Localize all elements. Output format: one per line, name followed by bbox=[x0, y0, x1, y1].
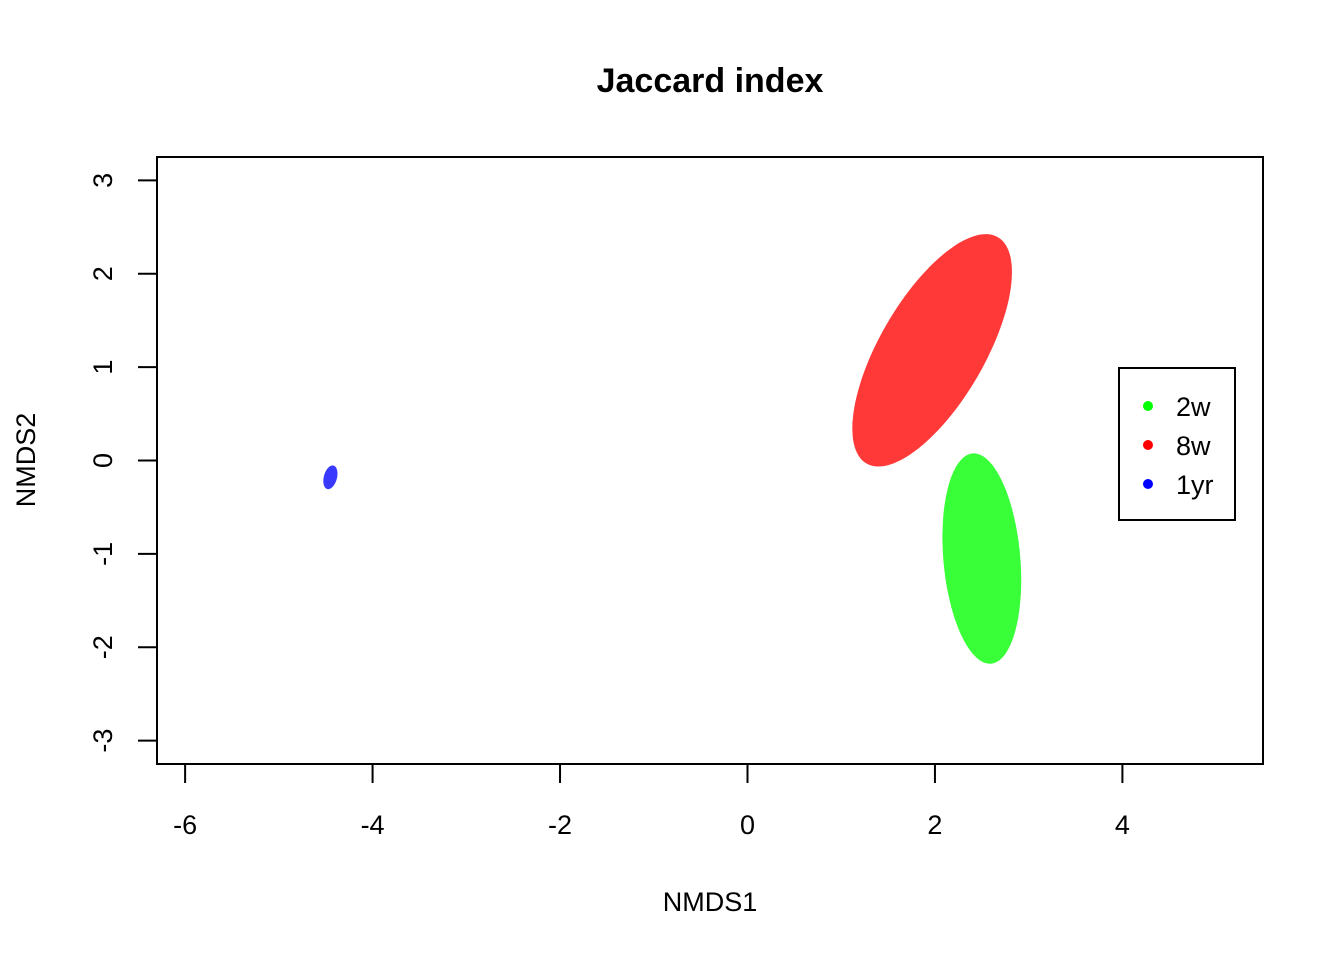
y-tick-label: -2 bbox=[88, 635, 118, 659]
plot-frame bbox=[156, 156, 1264, 765]
ellipse-1yr bbox=[323, 465, 338, 490]
y-tick-label: 1 bbox=[88, 360, 118, 375]
x-tick-label: -2 bbox=[548, 810, 572, 840]
x-tick-label: -4 bbox=[361, 810, 385, 840]
legend-items: 2w 8w 1yr bbox=[1143, 392, 1214, 500]
ellipse-2w bbox=[942, 453, 1022, 664]
x-axis-label: NMDS1 bbox=[663, 887, 758, 917]
legend-label-1yr: 1yr bbox=[1176, 470, 1214, 500]
x-tick-label: 4 bbox=[1115, 810, 1130, 840]
y-tick-label: 0 bbox=[88, 453, 118, 468]
y-axis: -3 -2 -1 0 1 2 3 bbox=[88, 173, 158, 753]
legend-label-8w: 8w bbox=[1176, 431, 1211, 461]
y-tick-label: 2 bbox=[88, 266, 118, 281]
x-tick-label: -6 bbox=[173, 810, 197, 840]
legend-marker-1yr bbox=[1143, 479, 1153, 489]
legend-marker-8w bbox=[1143, 440, 1153, 450]
x-axis: -6 -4 -2 0 2 4 bbox=[173, 763, 1130, 840]
legend-box bbox=[1118, 367, 1236, 521]
legend-marker-2w bbox=[1143, 401, 1153, 411]
y-axis-label: NMDS2 bbox=[11, 413, 41, 508]
y-tick-label: 3 bbox=[88, 173, 118, 188]
legend-label-2w: 2w bbox=[1176, 392, 1211, 422]
legend: 2w 8w 1yr bbox=[1118, 367, 1236, 521]
chart-title: Jaccard index bbox=[597, 62, 824, 100]
y-tick-label: -1 bbox=[88, 542, 118, 566]
x-tick-label: 2 bbox=[927, 810, 942, 840]
x-tick-label: 0 bbox=[740, 810, 755, 840]
ellipses-layer bbox=[323, 234, 1022, 664]
ellipse-8w bbox=[852, 234, 1012, 467]
y-tick-label: -3 bbox=[88, 729, 118, 753]
